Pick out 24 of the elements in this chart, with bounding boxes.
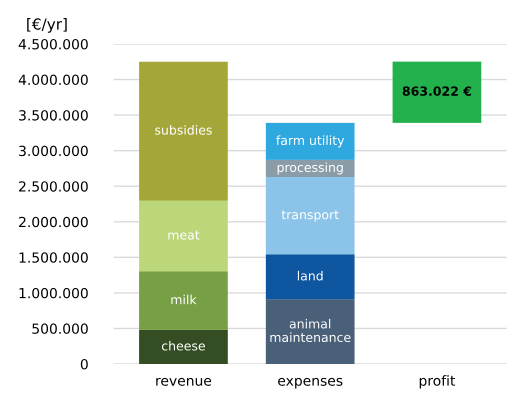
series-label: farm utility [276, 135, 344, 148]
y-tick-label: 500.000 [32, 323, 88, 334]
y-tick-label: 4.500.000 [18, 38, 88, 50]
series-label: milk [171, 294, 197, 304]
y-tick-label: 1.500.000 [20, 252, 88, 263]
y-tick-label: 0 [80, 358, 88, 370]
series-label: subsidies [155, 125, 212, 135]
series-label: processing [278, 162, 343, 174]
series-label: land [298, 270, 323, 281]
x-tick-label: revenue [156, 378, 212, 386]
y-tick-label: 3.500.000 [19, 110, 88, 121]
series-label: animal maintenance [270, 318, 350, 342]
y-tick-label: 2.500.000 [19, 181, 88, 192]
y-tick-label: 4.000.000 [18, 74, 88, 86]
y-tick-label: 1.000.000 [20, 288, 88, 298]
series-label: meat [168, 230, 200, 240]
series-label: cheese [162, 340, 205, 351]
y-tick-label: 3.000.000 [19, 146, 88, 156]
data-label: 863.022 € [402, 86, 472, 96]
y-tick-label: 2.000.000 [19, 216, 88, 228]
x-tick-label: profit [420, 375, 456, 389]
y-axis-title: [€/yr] [27, 18, 67, 33]
series-label: transport [282, 210, 339, 222]
x-tick-label: expenses [278, 378, 342, 389]
